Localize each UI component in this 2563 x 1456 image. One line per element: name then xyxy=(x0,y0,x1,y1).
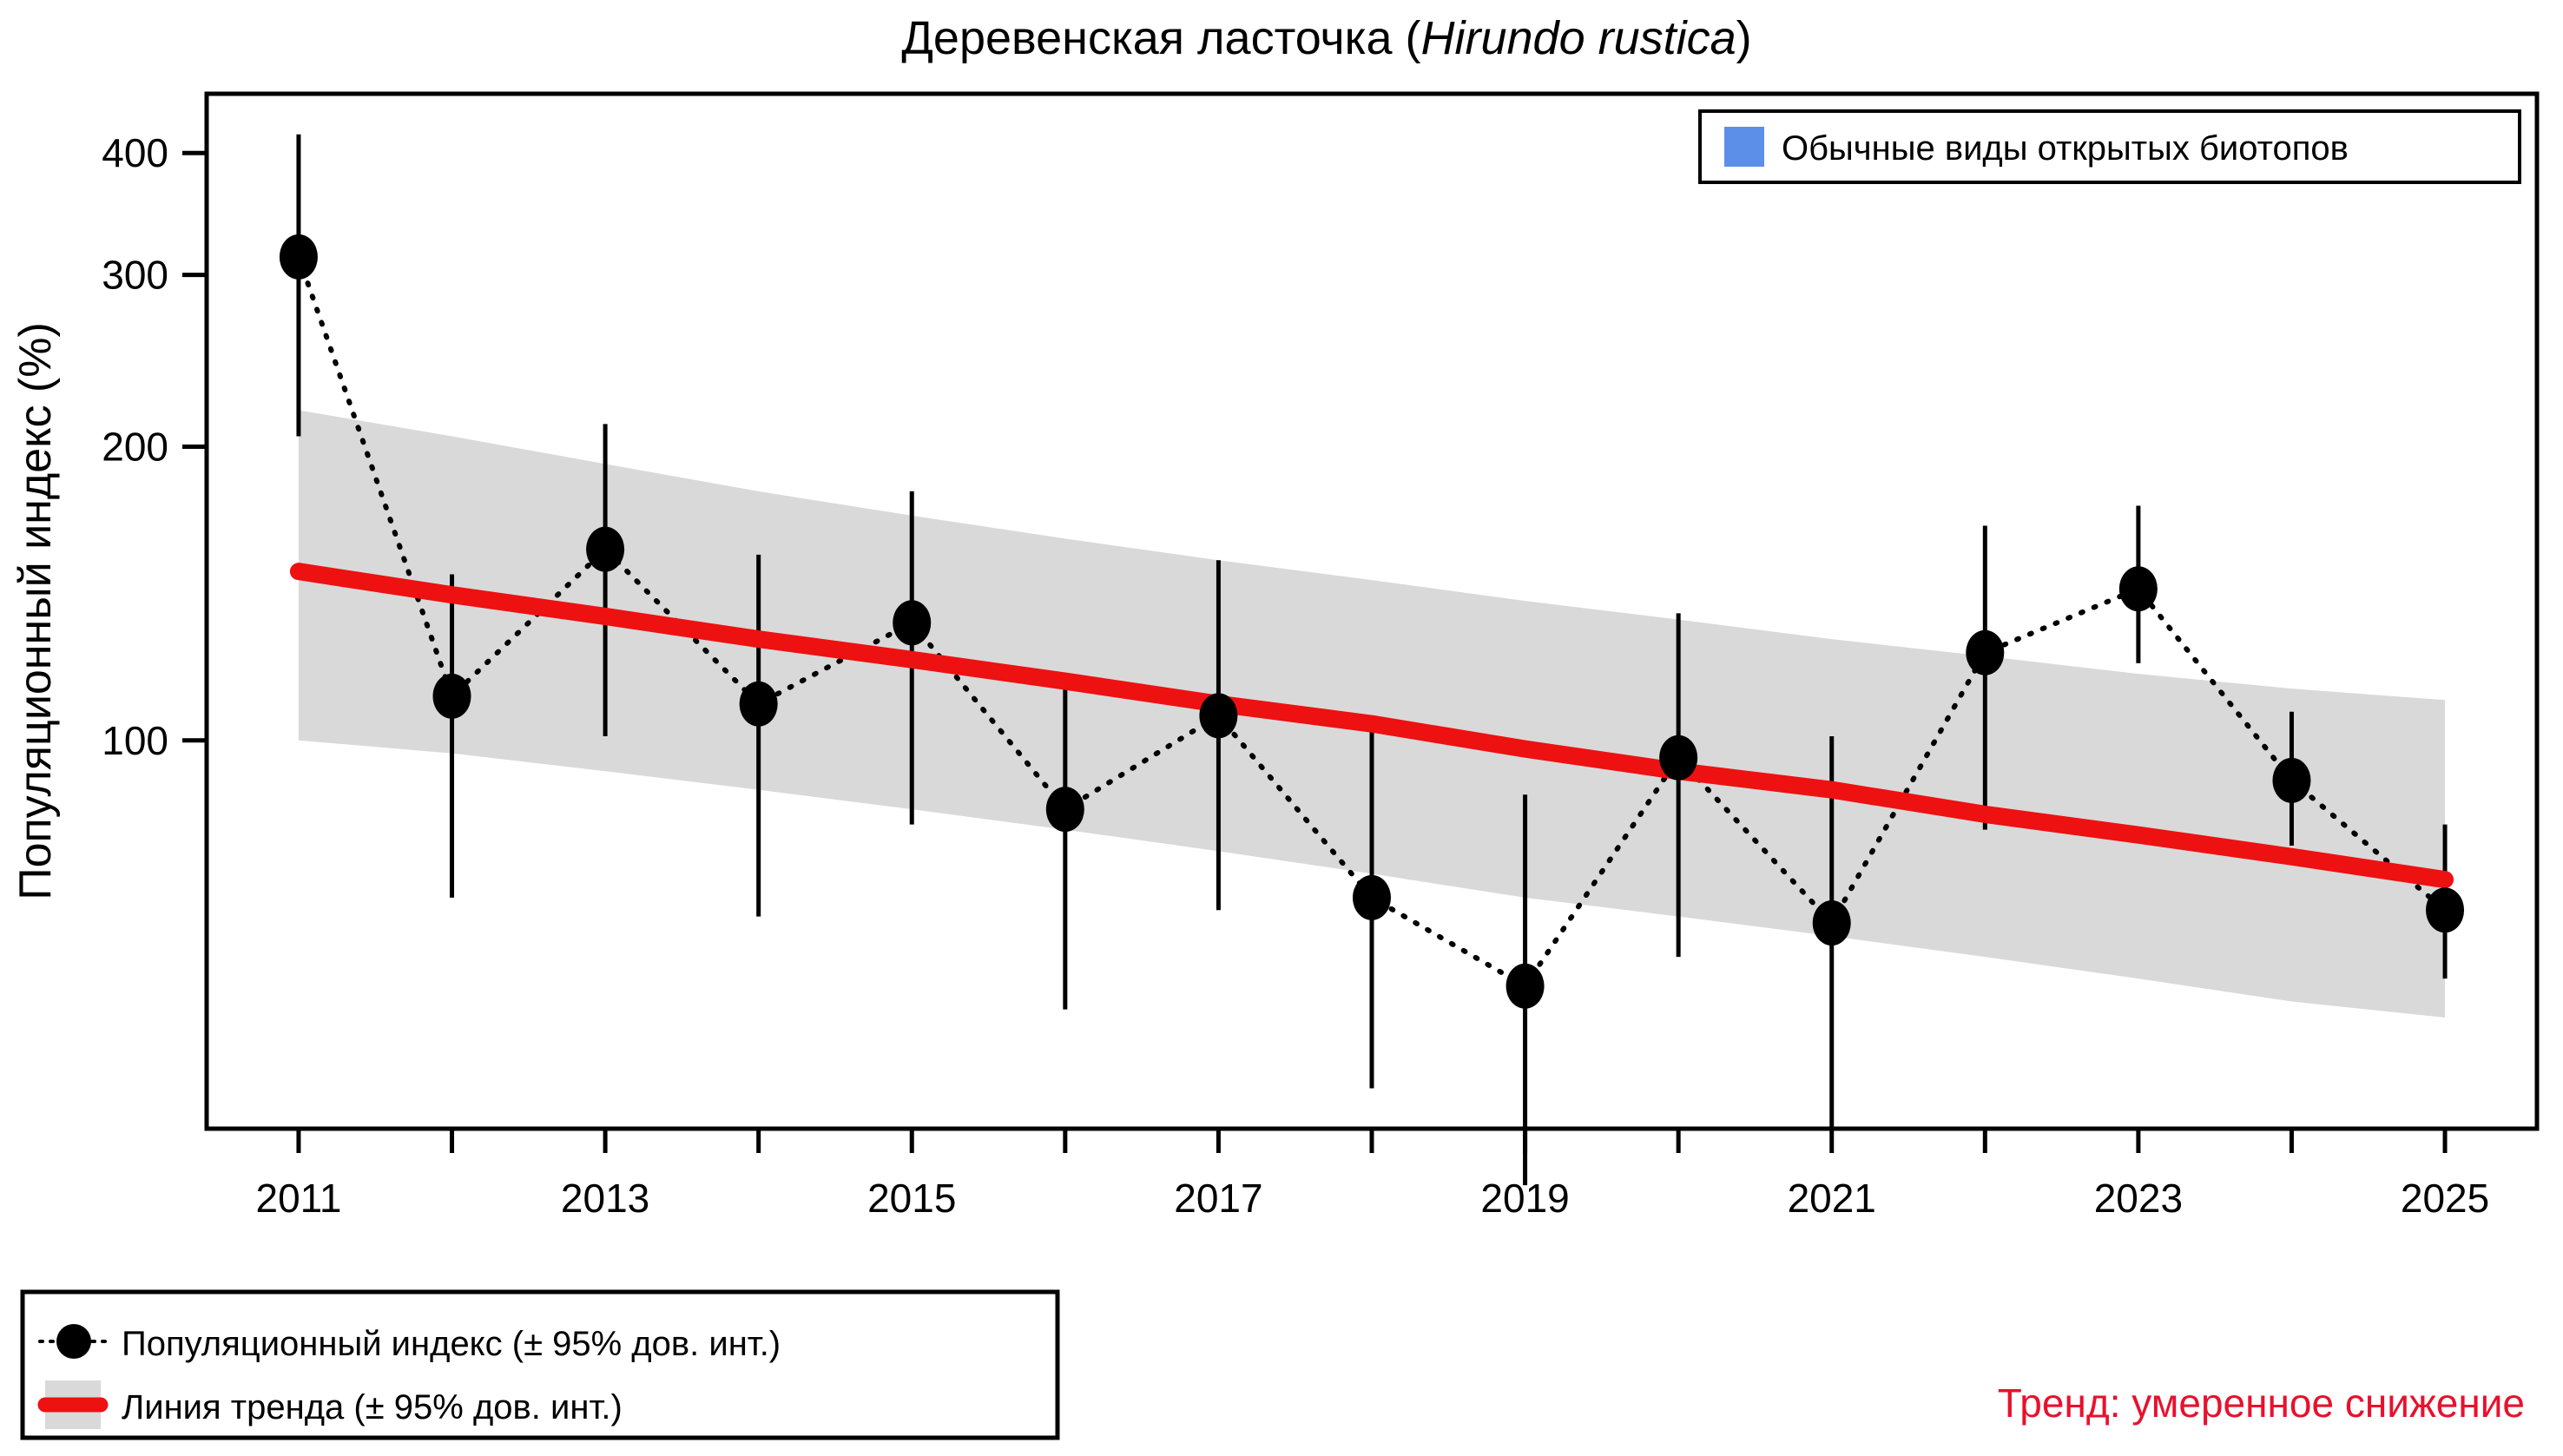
index-marker[interactable] xyxy=(432,673,471,719)
index-marker[interactable] xyxy=(893,600,932,646)
y-tick-label: 100 xyxy=(102,718,168,763)
y-tick-label: 200 xyxy=(102,425,168,470)
index-marker[interactable] xyxy=(586,526,625,572)
y-axis-label: Популяционный индекс (%) xyxy=(10,322,61,900)
index-marker[interactable] xyxy=(2426,887,2465,933)
series-legend-box xyxy=(20,1289,1060,1440)
habitat-legend[interactable]: Обычные виды открытых биотопов xyxy=(1698,109,2521,184)
y-axis-ticks: 100 200 300 400 xyxy=(102,130,207,763)
page-title: Деревенская ласточка (Hirundo rustica) xyxy=(901,12,1751,64)
index-marker[interactable] xyxy=(1812,900,1851,946)
index-marker[interactable] xyxy=(1045,787,1084,833)
habitat-legend-box xyxy=(1698,109,2521,184)
index-polyline xyxy=(295,254,2448,990)
y-tick-label: 400 xyxy=(102,130,168,175)
x-tick-label: 2011 xyxy=(255,1176,341,1221)
y-tick-label: 300 xyxy=(102,253,168,298)
index-legend-label: Популяционный индекс (± 95% дов. инт.) xyxy=(122,1325,781,1363)
trend-confidence-band xyxy=(298,410,2446,1018)
habitat-legend-label: Обычные виды открытых биотопов xyxy=(1782,129,2349,168)
index-marker[interactable] xyxy=(1199,693,1238,739)
trend-legend-label: Линия тренда (± 95% дов. инт.) xyxy=(122,1388,623,1426)
index-marker[interactable] xyxy=(1659,735,1698,781)
x-tick-label: 2019 xyxy=(1480,1176,1569,1221)
x-tick-label: 2023 xyxy=(2094,1176,2183,1221)
series-legend[interactable]: Популяционный индекс (± 95% дов. инт.) Л… xyxy=(20,1289,1060,1440)
index-legend-marker xyxy=(56,1324,91,1359)
trend-line xyxy=(289,563,2454,889)
index-marker[interactable] xyxy=(279,234,318,280)
confidence-band-area xyxy=(298,410,2446,1018)
x-tick-label: 2017 xyxy=(1174,1176,1262,1221)
index-dotted-line xyxy=(295,254,2448,990)
index-marker[interactable] xyxy=(1353,874,1391,920)
index-marker[interactable] xyxy=(1966,629,2005,675)
trend-annotation: Тренд: умеренное снижение xyxy=(1998,1380,2525,1426)
index-marker[interactable] xyxy=(2118,566,2158,612)
habitat-color-swatch xyxy=(1724,127,1764,167)
x-tick-label: 2015 xyxy=(867,1176,956,1221)
index-marker[interactable] xyxy=(1506,963,1545,1009)
x-tick-label: 2013 xyxy=(561,1176,649,1221)
index-marker[interactable] xyxy=(2272,757,2311,803)
index-markers xyxy=(279,234,2465,1009)
index-marker[interactable] xyxy=(739,681,778,727)
x-tick-label: 2025 xyxy=(2401,1176,2489,1221)
x-axis-ticks: 2011 2013 2015 2017 2019 2021 2023 2025 xyxy=(255,1129,2489,1221)
trend-polyline xyxy=(289,563,2454,889)
x-tick-label: 2021 xyxy=(1788,1176,1876,1221)
